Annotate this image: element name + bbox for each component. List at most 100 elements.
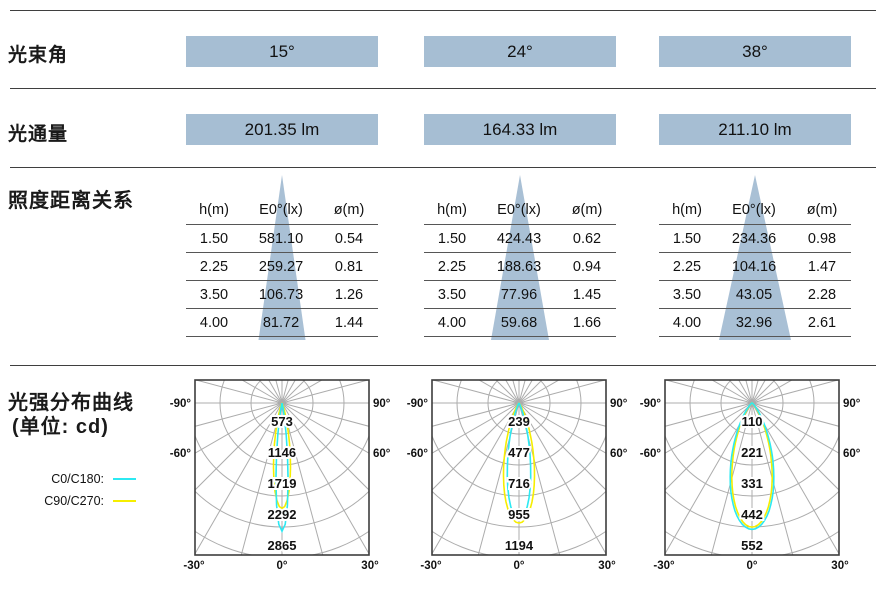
table-cell: 1.26 [320,280,378,309]
table-cell: 2.61 [793,308,851,337]
illuminance-table: h(m) E0°(lx) ø(m) 1.50 424.43 0.62 2.25 188.63 0… [424,196,616,337]
ring-value-label: 221 [741,445,763,460]
table-cell: 188.63 [480,252,558,281]
c90-c270-color-swatch [113,499,136,503]
legend-label-c90-c270: C90/C270: [44,494,104,508]
table-cell: 0.94 [558,252,616,281]
angle-tick-label: -60° [170,448,192,460]
table-cell: 3.50 [659,280,715,309]
illuminance-table-2: h(m) E0°(lx) ø(m) 1.50 424.43 0.62 2.25 188.63 0… [424,175,616,342]
table-cell: 3.50 [186,280,242,309]
table-cell: 0.54 [320,224,378,253]
table-row: 3.50 43.05 2.28 [659,280,851,309]
polar-grid [195,380,369,555]
table-cell: 4.00 [659,308,715,337]
angle-tick-label: 30° [598,560,616,572]
table-column-header: E0°(lx) [715,196,793,225]
angle-tick-label: 90° [373,398,391,410]
table-cell: 234.36 [715,224,793,253]
angle-tick-label: -30° [420,560,442,572]
angle-tick-label: -90° [407,398,429,410]
angle-tick-label: 0° [514,560,525,572]
table-row: 1.50 581.10 0.54 [186,224,378,253]
table-cell: 2.28 [793,280,851,309]
table-column-header: h(m) [186,196,242,225]
table-column-header: ø(m) [558,196,616,225]
ring-value-label: 1719 [268,476,297,491]
legend-item-c90-c270: C90/C270: [18,490,136,512]
table-cell: 43.05 [715,280,793,309]
luminous-flux-value-2: 164.33 lm [424,114,616,145]
table-cell: 1.50 [186,224,242,253]
intensity-polar-chart-1: 573 1146 1719 2292 2865 -90° -60° -30° 0° 30° 60° 9… [170,379,391,572]
illuminance-table: h(m) E0°(lx) ø(m) 1.50 581.10 0.54 2.25 259.27 0… [186,196,378,337]
table-cell: 424.43 [480,224,558,253]
table-column-header: ø(m) [320,196,378,225]
table-cell: 581.10 [242,224,320,253]
intensity-polar-chart-3: 110 221 331 442 552 -90° -60° -30° 0° 30° 60° 90° [640,379,861,572]
ring-value-label: 331 [741,476,763,491]
ring-value-label: 552 [741,538,763,553]
intensity-section-label-line2: (单位: cd) [12,416,109,438]
intensity-section-label-line1: 光强分布曲线 [8,392,134,414]
angle-tick-label: 30° [831,560,849,572]
table-cell: 1.45 [558,280,616,309]
divider-top [10,10,876,11]
intensity-polar-chart-2: 239 477 716 955 1194 -90° -60° -30° 0° 30° 60° 90° [407,379,628,572]
table-cell: 0.62 [558,224,616,253]
table-row: 2.25 188.63 0.94 [424,252,616,281]
angle-tick-label: -90° [170,398,192,410]
illuminance-table: h(m) E0°(lx) ø(m) 1.50 234.36 0.98 2.25 104.16 1… [659,196,851,337]
table-row: 1.50 234.36 0.98 [659,224,851,253]
table-cell: 0.98 [793,224,851,253]
table-row: 4.00 81.72 1.44 [186,308,378,337]
table-row: 4.00 59.68 1.66 [424,308,616,337]
c0-c180-color-swatch [113,477,136,481]
angle-tick-label: 90° [610,398,628,410]
angle-tick-label: 60° [843,448,861,460]
curve-c0-c180 [729,402,775,531]
table-cell: 106.73 [242,280,320,309]
ring-value-label: 1146 [268,445,296,460]
table-cell: 259.27 [242,252,320,281]
ring-value-label: 716 [508,476,530,491]
beam-angle-value-3: 38° [659,36,851,67]
table-cell: 1.66 [558,308,616,337]
table-column-header: E0°(lx) [242,196,320,225]
angle-tick-label: 0° [747,560,758,572]
table-cell: 4.00 [424,308,480,337]
table-cell: 81.72 [242,308,320,337]
table-cell: 1.47 [793,252,851,281]
angle-tick-label: 90° [843,398,861,410]
table-cell: 4.00 [186,308,242,337]
angle-tick-label: 60° [610,448,628,460]
angle-tick-label: 0° [277,560,288,572]
ring-value-label: 442 [741,507,763,522]
table-row: 3.50 106.73 1.26 [186,280,378,309]
ring-value-label: 110 [742,414,763,429]
angle-tick-label: -60° [407,448,429,460]
luminous-flux-label: 光通量 [8,124,69,145]
divider-flux-illuminance [10,167,876,168]
polar-grid [432,380,606,555]
table-row: 3.50 77.96 1.45 [424,280,616,309]
illuminance-table-1: h(m) E0°(lx) ø(m) 1.50 581.10 0.54 2.25 259.27 0… [186,175,378,342]
curve-c0-c180 [506,402,532,521]
table-column-header: ø(m) [793,196,851,225]
table-cell: 59.68 [480,308,558,337]
table-column-header: h(m) [659,196,715,225]
table-cell: 77.96 [480,280,558,309]
curve-legend: C0/C180: C90/C270: [18,468,136,512]
ring-value-label: 239 [508,414,530,429]
table-cell: 0.81 [320,252,378,281]
ring-value-label: 2865 [268,538,297,553]
beam-angle-label: 光束角 [8,45,69,66]
table-column-header: h(m) [424,196,480,225]
table-cell: 1.44 [320,308,378,337]
luminous-flux-value-3: 211.10 lm [659,114,851,145]
table-cell: 104.16 [715,252,793,281]
table-cell: 32.96 [715,308,793,337]
table-cell: 2.25 [186,252,242,281]
ring-value-label: 477 [508,445,530,460]
